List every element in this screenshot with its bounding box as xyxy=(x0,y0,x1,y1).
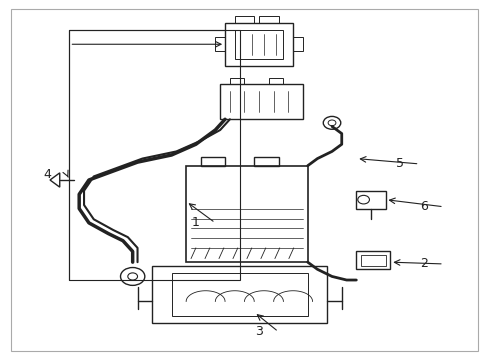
Bar xyxy=(268,78,283,84)
Bar xyxy=(292,37,302,51)
Text: 1: 1 xyxy=(192,216,200,229)
Bar xyxy=(254,157,278,166)
Bar xyxy=(234,16,254,23)
Bar xyxy=(201,157,224,166)
Text: 4: 4 xyxy=(43,168,51,181)
Bar xyxy=(220,84,302,119)
Text: 2: 2 xyxy=(420,257,427,270)
Bar xyxy=(186,166,307,262)
Bar xyxy=(171,273,307,316)
Bar xyxy=(356,251,389,269)
Bar xyxy=(259,16,278,23)
Bar xyxy=(224,23,292,66)
Bar xyxy=(215,37,224,51)
Bar xyxy=(234,30,283,59)
Bar xyxy=(152,266,326,323)
Text: 3: 3 xyxy=(255,325,263,338)
Text: 6: 6 xyxy=(420,200,427,213)
Bar xyxy=(229,78,244,84)
Bar xyxy=(69,30,239,280)
Bar xyxy=(356,191,385,208)
Bar xyxy=(361,255,385,266)
Text: 5: 5 xyxy=(395,157,403,170)
